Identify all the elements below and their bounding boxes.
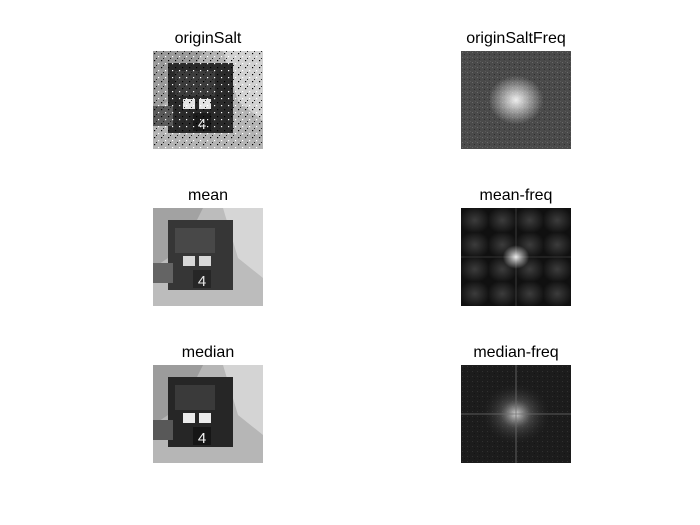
svg-text:4: 4: [198, 430, 206, 447]
mean-image: 4: [153, 208, 263, 306]
panel-mean-freq: mean-freq: [461, 186, 571, 308]
freq-noise-graphic: [461, 51, 571, 149]
panel-origin-salt: originSalt 4: [153, 29, 263, 151]
freq-grid-graphic: [461, 208, 571, 306]
panel-title: mean: [187, 187, 229, 204]
panel-title: originSalt: [174, 30, 242, 47]
svg-text:4: 4: [198, 273, 206, 290]
panel-median-freq: median-freq: [461, 343, 571, 465]
panel-origin-salt-freq: originSaltFreq: [461, 29, 571, 151]
panel-title: mean-freq: [479, 187, 553, 204]
panel-mean: mean 4: [153, 186, 263, 308]
panel-median: median 4: [153, 343, 263, 465]
photo-smooth-graphic: 4: [153, 208, 263, 306]
photo-salt-graphic: 4: [153, 51, 263, 149]
median-freq-image: [461, 365, 571, 463]
median-image: 4: [153, 365, 263, 463]
origin-salt-image: 4: [153, 51, 263, 149]
origin-salt-freq-image: [461, 51, 571, 149]
photo-sharp-graphic: 4: [153, 365, 263, 463]
panel-title: originSaltFreq: [466, 30, 566, 47]
mean-freq-image: [461, 208, 571, 306]
panel-title: median: [181, 344, 235, 361]
freq-cross-graphic: [461, 365, 571, 463]
panel-title: median-freq: [473, 344, 559, 361]
